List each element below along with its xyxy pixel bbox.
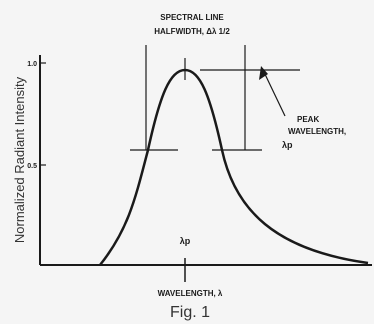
y-tick-label-top: 1.0 bbox=[27, 61, 37, 68]
y-tick-label-mid: 0.5 bbox=[27, 163, 37, 170]
peak-leader-line bbox=[262, 69, 286, 117]
x-axis-label: WAVELENGTH, λ bbox=[158, 289, 223, 298]
peak-wavelength-label-line1: PEAK bbox=[297, 115, 319, 124]
emission-curve bbox=[99, 68, 369, 266]
peak-axis-symbol: λp bbox=[180, 236, 191, 246]
y-axis-label: Normalized Radiant Intensity bbox=[12, 76, 27, 243]
peak-arrowhead bbox=[259, 66, 268, 80]
halfwidth-label-line2: HALFWIDTH, Δλ 1/2 bbox=[154, 27, 230, 36]
peak-wavelength-symbol: λp bbox=[282, 140, 293, 150]
figure-caption: Fig. 1 bbox=[170, 304, 210, 321]
halfwidth-label-line1: SPECTRAL LINE bbox=[160, 13, 224, 22]
peak-wavelength-label-line2: WAVELENGTH, bbox=[288, 127, 346, 136]
